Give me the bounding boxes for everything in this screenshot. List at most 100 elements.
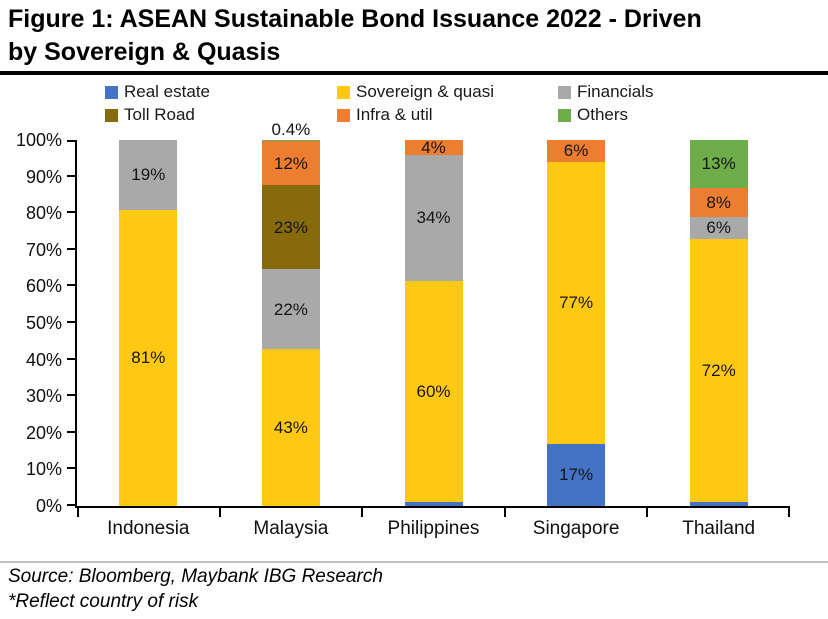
bar-segment-malaysia-financials: 22%: [261, 269, 320, 350]
y-axis-tick-label: 90%: [25, 166, 62, 187]
figure-title-line1: Figure 1: ASEAN Sustainable Bond Issuanc…: [8, 5, 702, 33]
legend-swatch-infra-util: [337, 108, 350, 122]
legend-item-sovereign-quasi: Sovereign & quasi: [337, 82, 494, 102]
figure-title-line2: by Sovereign & Quasis: [8, 38, 281, 66]
bar-segment-thailand-financials: 6%: [689, 216, 748, 239]
x-axis-category-label-thailand: Thailand: [682, 518, 756, 539]
legend-item-financials: Financials: [558, 82, 654, 102]
bar-philippines: 1%60%34%4%: [404, 137, 463, 506]
y-axis-tick-label: 0%: [35, 496, 62, 516]
y-axis-tick-label: 80%: [25, 203, 62, 224]
bar-segment-singapore-real-estate: 17%: [547, 443, 606, 506]
legend-label: Real estate: [124, 82, 210, 101]
bar-value-label: 43%: [273, 418, 308, 438]
bar-indonesia: 81% 19%: [119, 140, 178, 506]
bar-malaysia: 43% 22% 23% 12% 0.4%: [261, 120, 320, 506]
bar-segment-malaysia-infra-util: 12%: [261, 141, 320, 186]
bar-segment-singapore-sovereign-quasi: 77%: [547, 161, 606, 444]
y-axis-tick-label: 40%: [25, 349, 62, 370]
bar-segment-indonesia-sovereign-quasi: 81%: [119, 209, 178, 506]
bar-value-label: 72%: [701, 361, 736, 381]
bar-value-label: 0.4%: [271, 120, 311, 139]
y-axis-tick-mark: [67, 284, 75, 287]
y-axis-tick-label: 100%: [15, 130, 62, 150]
legend-label: Others: [577, 105, 629, 124]
bar-segment-singapore-infra-util: 6%: [547, 140, 606, 162]
y-axis-tick-label: 20%: [25, 422, 62, 443]
bar-thailand: 1%72%6%8%13%: [689, 140, 748, 506]
source-divider: [0, 561, 828, 563]
y-axis-tick-mark: [67, 394, 75, 397]
legend-label: Financials: [577, 82, 654, 101]
legend-swatch-sovereign-quasi: [337, 85, 350, 99]
bar-value-label: 4%: [421, 137, 446, 157]
legend-swatch-real-estate: [105, 85, 118, 99]
legend-label: Sovereign & quasi: [356, 82, 494, 101]
legend-item-infra-util: Infra & util: [337, 105, 433, 125]
y-axis-tick-mark: [67, 140, 75, 142]
bar-segment-thailand-sovereign-quasi: 72%: [689, 238, 748, 503]
legend-swatch-others: [558, 108, 571, 122]
x-axis-tick-mark: [646, 508, 649, 517]
bar-value-label: 81%: [131, 348, 166, 368]
y-axis-tick-mark: [67, 467, 75, 470]
note-text: *Reflect country of risk: [8, 591, 199, 612]
x-axis: Indonesia Malaysia Philippines Singapore Tha…: [77, 518, 790, 544]
x-axis-category-label-singapore: Singapore: [532, 518, 620, 539]
y-axis-tick-mark: [67, 504, 75, 506]
bar-value-label: 6%: [706, 218, 731, 238]
plot-area: 81%19%43%22%23%12%0.4%1%60%34%4%17%77%6%…: [67, 120, 790, 517]
y-axis-tick-label: 50%: [25, 313, 62, 333]
chart-legend: Real estate Sovereign & quasi Financials To…: [0, 80, 828, 128]
x-axis-tick-mark: [788, 508, 790, 517]
y-axis: 0% 10% 20% 30% 40% 50% 60% 70% 80% 90% 100%: [0, 130, 62, 516]
bar-value-label: 17%: [559, 465, 594, 485]
bar-segment-malaysia-others: [261, 140, 320, 142]
x-axis-category-label-malaysia: Malaysia: [253, 518, 329, 539]
bar-value-label: 12%: [273, 153, 308, 173]
x-axis-tick-mark: [361, 508, 364, 517]
y-axis-tick-mark: [67, 321, 75, 323]
y-axis-tick-mark: [67, 174, 75, 177]
bar-segment-thailand-infra-util: 8%: [689, 187, 748, 217]
bar-value-label: 77%: [559, 293, 594, 313]
bar-singapore: 17% 77% 6%: [547, 140, 606, 506]
source-text: Source: Bloomberg, Maybank IBG Research: [8, 566, 383, 587]
bar-value-label: 23%: [273, 217, 308, 237]
bar-segment-philippines-real-estate: [404, 502, 463, 506]
y-axis-tick-label: 10%: [25, 459, 62, 480]
x-axis-tick-mark: [503, 508, 506, 517]
bar-segment-thailand-real-estate: [689, 502, 748, 506]
bar-segment-philippines-sovereign-quasi: 60%: [404, 280, 463, 503]
legend-swatch-toll-road: [105, 108, 118, 122]
legend-label: Infra & util: [356, 105, 433, 124]
legend-item-real-estate: Real estate: [105, 82, 210, 102]
y-axis-tick-mark: [67, 357, 75, 360]
legend-item-toll-road: Toll Road: [105, 105, 195, 125]
bar-segment-malaysia-sovereign-quasi: 43%: [261, 349, 320, 506]
bar-value-label: 13%: [701, 154, 736, 174]
bar-segment-philippines-financials: 34%: [404, 154, 463, 281]
x-axis-tick-mark: [218, 508, 221, 517]
y-axis-tick-mark: [67, 430, 75, 433]
figure-title: Figure 1: ASEAN Sustainable Bond Issuanc…: [8, 3, 820, 69]
bar-segment-philippines-infra-util: 4%: [404, 137, 463, 157]
legend-swatch-financials: [558, 85, 571, 99]
bar-segment-indonesia-financials: 19%: [119, 140, 178, 210]
x-axis-category-label-indonesia: Indonesia: [107, 518, 190, 539]
bar-segment-thailand-others: 13%: [689, 140, 748, 188]
legend-label: Toll Road: [124, 105, 195, 124]
bar-value-label: 6%: [563, 141, 589, 161]
y-axis-tick-label: 70%: [25, 239, 62, 260]
bar-value-label: 8%: [706, 192, 731, 212]
y-axis-tick-label: 30%: [25, 386, 62, 407]
y-axis-tick-mark: [67, 211, 75, 214]
bar-segment-malaysia-toll-road: 23%: [261, 185, 320, 270]
x-axis-category-label-philippines: Philippines: [387, 518, 480, 539]
y-axis-tick-label: 60%: [25, 276, 62, 297]
bar-value-label: 60%: [416, 381, 451, 401]
bar-value-label: 22%: [273, 299, 308, 319]
bar-value-label: 34%: [416, 208, 451, 228]
legend-item-others: Others: [558, 105, 628, 125]
